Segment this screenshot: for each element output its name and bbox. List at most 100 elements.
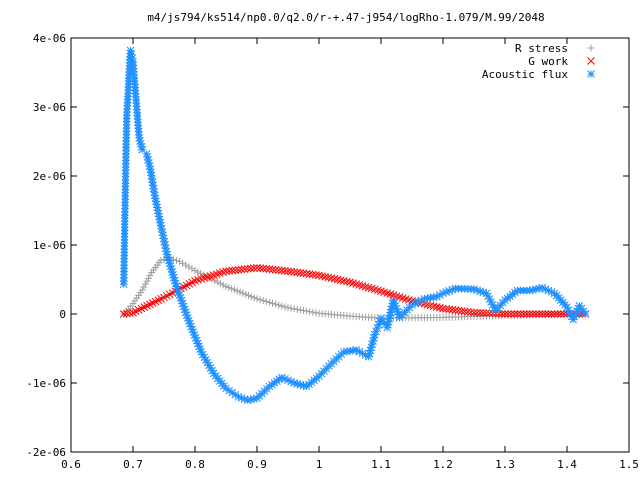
data-point — [200, 353, 209, 362]
data-point — [275, 301, 283, 309]
data-point — [510, 310, 519, 318]
data-point — [268, 265, 277, 274]
data-point — [228, 266, 237, 275]
data-point — [287, 304, 295, 312]
x-tick-label: 0.8 — [185, 458, 205, 471]
data-point — [138, 286, 146, 294]
data-point — [457, 307, 466, 315]
data-point — [234, 265, 243, 274]
data-point — [145, 274, 152, 282]
data-point — [265, 265, 274, 274]
data-point — [143, 277, 151, 285]
data-point — [274, 266, 283, 275]
data-point — [581, 310, 590, 318]
data-point — [157, 256, 165, 264]
data-point — [243, 264, 252, 273]
data-point — [281, 267, 289, 275]
data-point — [498, 310, 506, 318]
y-tick-label: 0 — [59, 308, 66, 321]
data-point — [467, 308, 475, 317]
data-point — [265, 298, 273, 306]
data-point — [324, 273, 333, 282]
data-point — [513, 310, 522, 318]
data-point — [256, 296, 264, 304]
data-point — [426, 301, 435, 310]
data-point — [339, 277, 348, 285]
data-point — [538, 310, 547, 318]
data-point — [281, 303, 289, 311]
data-point — [225, 267, 233, 275]
x-tick-label: 1.1 — [371, 458, 391, 471]
data-point — [172, 256, 180, 264]
x-tick-label: 1.4 — [557, 458, 577, 471]
data-point — [140, 283, 148, 291]
data-point — [305, 270, 314, 278]
data-point — [550, 310, 559, 318]
data-point — [383, 323, 392, 332]
data-point — [504, 310, 512, 318]
data-point — [522, 310, 531, 318]
x-tick-label: 0.9 — [247, 458, 267, 471]
y-tick-label: 2e-06 — [33, 170, 66, 183]
data-point — [312, 309, 320, 317]
data-point — [185, 263, 193, 271]
data-point — [278, 302, 286, 310]
data-point — [501, 310, 509, 318]
data-point — [423, 300, 432, 309]
data-point — [302, 269, 311, 278]
data-point — [473, 308, 481, 317]
data-point — [485, 309, 494, 318]
data-point — [277, 266, 286, 275]
legend-marker — [587, 44, 595, 52]
data-point — [315, 271, 323, 280]
data-point — [122, 309, 131, 318]
x-tick-label: 1.5 — [619, 458, 639, 471]
data-point — [128, 54, 137, 63]
data-point — [519, 310, 528, 318]
series-acoustic-flux — [119, 46, 590, 405]
data-point — [343, 277, 351, 286]
data-point — [327, 274, 336, 282]
data-point — [544, 310, 553, 318]
data-point — [432, 303, 441, 311]
data-point — [262, 298, 270, 306]
data-point — [126, 309, 134, 317]
data-point — [253, 295, 261, 303]
data-point — [259, 297, 267, 305]
data-point — [253, 263, 261, 272]
data-point — [231, 266, 240, 275]
data-point — [516, 310, 525, 318]
data-point — [296, 269, 305, 277]
series-g-work — [119, 263, 590, 318]
data-point — [451, 306, 460, 314]
y-tick-label: 1e-06 — [33, 239, 66, 252]
data-point — [479, 309, 488, 317]
data-point — [259, 264, 268, 273]
data-point — [507, 310, 516, 318]
data-point — [303, 307, 311, 315]
data-point — [284, 267, 292, 276]
data-point — [306, 308, 314, 316]
data-point — [460, 307, 469, 316]
data-point — [312, 271, 320, 279]
plot-area — [119, 46, 590, 405]
data-point — [318, 272, 326, 280]
data-point — [149, 184, 158, 193]
data-point — [287, 267, 295, 276]
data-point — [300, 307, 307, 315]
data-point — [352, 346, 361, 354]
data-point — [442, 305, 450, 313]
data-point — [240, 265, 249, 274]
data-point — [271, 265, 280, 274]
data-point — [560, 310, 568, 318]
data-point — [290, 305, 298, 313]
y-tick-label: -2e-06 — [26, 446, 66, 459]
data-point — [262, 264, 271, 273]
data-point — [541, 310, 550, 318]
data-point — [535, 310, 543, 318]
data-point — [149, 181, 157, 190]
y-tick-label: 3e-06 — [33, 101, 66, 114]
data-point — [482, 309, 491, 318]
data-point — [454, 306, 463, 315]
